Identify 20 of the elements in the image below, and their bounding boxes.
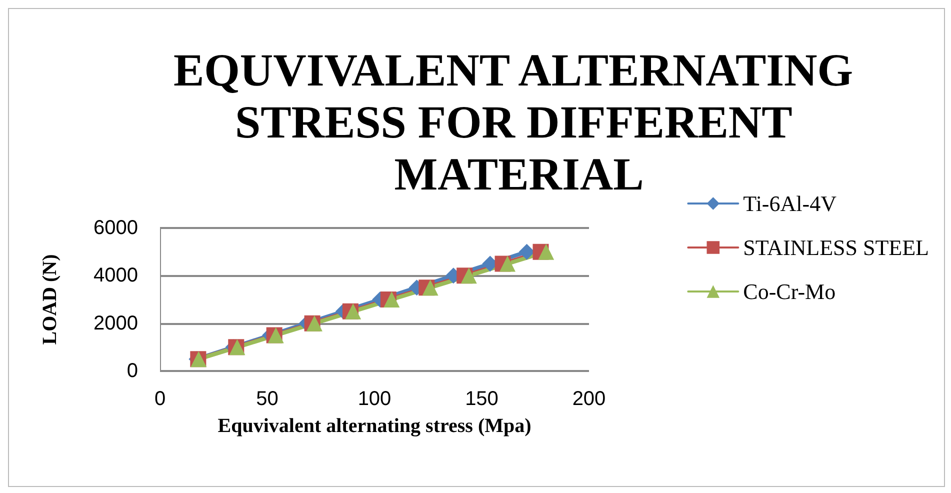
- y-tick-label: 2000: [94, 312, 138, 334]
- x-tick-label: 200: [572, 388, 606, 410]
- point: [345, 303, 362, 320]
- point: [384, 292, 400, 308]
- legend-label: Co-Cr-Mo: [743, 279, 836, 304]
- y-tick-label: 4000: [94, 264, 138, 287]
- x-tick-label: 100: [358, 388, 392, 410]
- x-tick-label: 150: [465, 388, 498, 410]
- y-axis-title: LOAD (N): [39, 254, 61, 345]
- y-tick-label: 0: [126, 360, 138, 382]
- point: [538, 244, 554, 260]
- y-tick-label: 6000: [94, 217, 138, 239]
- x-tick-label: 50: [256, 388, 278, 410]
- point: [499, 256, 516, 272]
- x-axis-title: Equvivalent alternating stress (Mpa): [218, 415, 532, 437]
- point: [460, 268, 477, 284]
- point: [518, 244, 535, 260]
- point: [422, 280, 438, 296]
- x-tick-label: 0: [154, 388, 166, 410]
- legend-label: STAINLESS STEEL: [743, 235, 930, 260]
